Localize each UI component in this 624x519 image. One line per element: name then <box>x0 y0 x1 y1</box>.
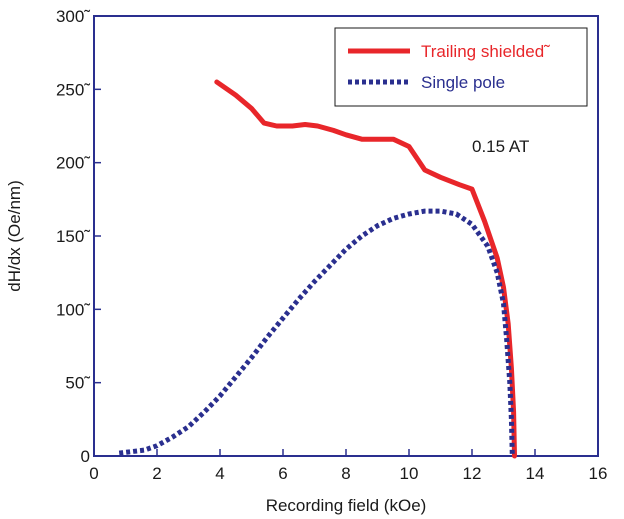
x-tick-label: 0 <box>89 464 98 483</box>
legend: Trailing shielded˜ Single pole <box>334 27 588 107</box>
x-axis: 0 2 4 6 8 10 12 14 16 <box>89 449 607 483</box>
y-tick-label: 300˜ <box>56 7 90 26</box>
y-tick-label: 250˜ <box>56 80 90 99</box>
x-axis-label: Recording field (kOe) <box>266 496 427 515</box>
y-axis-label: dH/dx (Oe/nm) <box>5 180 24 291</box>
y-tick-label: 50˜ <box>65 374 90 393</box>
x-tick-label: 14 <box>526 464 545 483</box>
x-tick-label: 10 <box>400 464 419 483</box>
y-axis: 0 50˜ 100˜ 150˜ 200˜ 250˜ 300˜ <box>56 7 101 466</box>
legend-box <box>334 27 588 107</box>
y-tick-label: 100˜ <box>56 300 90 319</box>
legend-label-single-pole: Single pole <box>421 73 505 92</box>
series-line-trailing-shielded <box>214 79 517 459</box>
x-tick-label: 16 <box>589 464 608 483</box>
x-tick-label: 6 <box>278 464 287 483</box>
annotation-label: 0.15 AT <box>472 137 529 156</box>
x-tick-label: 12 <box>463 464 482 483</box>
y-tick-label: 200˜ <box>56 154 90 173</box>
series-layer <box>118 79 517 459</box>
x-tick-label: 2 <box>152 464 161 483</box>
series-line-single-pole <box>118 208 515 457</box>
y-tick-label: 150˜ <box>56 227 90 246</box>
x-tick-label: 8 <box>341 464 350 483</box>
x-tick-label: 4 <box>215 464 224 483</box>
y-tick-label: 0 <box>81 447 90 466</box>
legend-label-trailing-shielded: Trailing shielded˜ <box>421 42 550 61</box>
